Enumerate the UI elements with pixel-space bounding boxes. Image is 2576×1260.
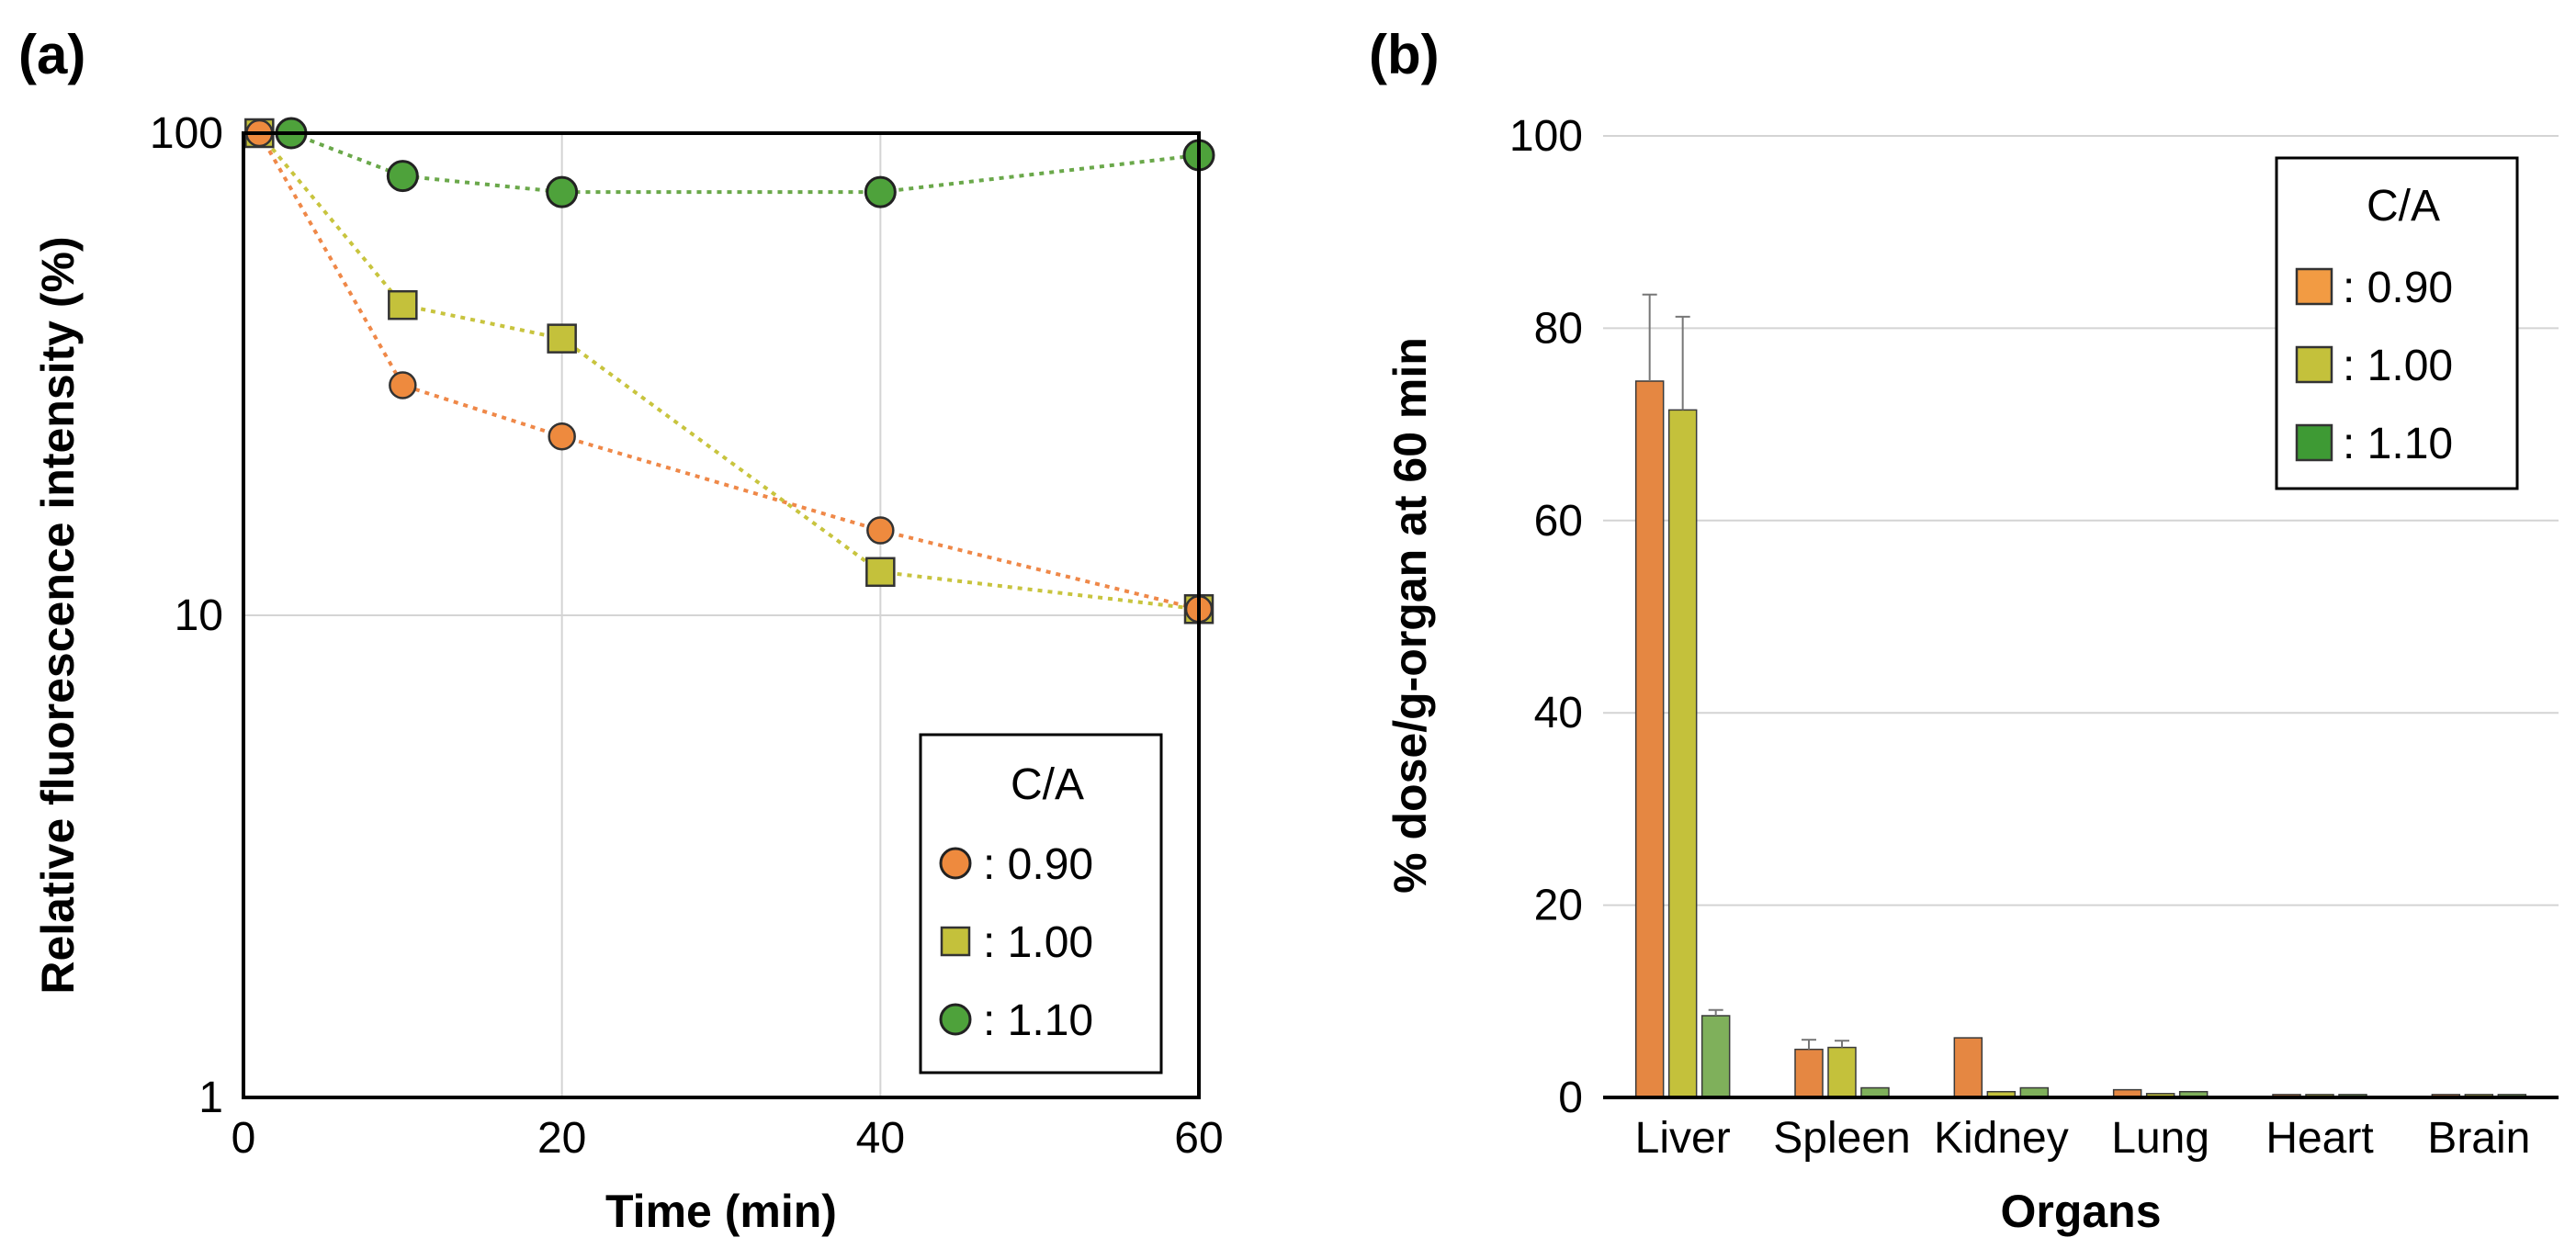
panel-b-legend-swatch-1.00 (2295, 345, 2333, 384)
panel-a-gridlines (243, 133, 1199, 1097)
panel-b-category-brain: Brain (2427, 1114, 2530, 1163)
panel-a-chart: (a) 1 10 100 0 20 40 60 Time (min) Relative f… (18, 24, 1224, 1237)
panel-b-category-liver: Liver (1635, 1114, 1731, 1163)
panel-a-x-tick-labels: 0 20 40 60 (232, 1114, 1224, 1163)
panel-b-category-spleen: Spleen (1773, 1114, 1910, 1163)
panel-a-point-1.10-1 (386, 160, 419, 193)
panel-b-bar-kidney-0.90 (1953, 1037, 1983, 1098)
panel-a-legend-label-0.90: : 0.90 (983, 840, 1093, 889)
panel-a-legend-label-1.00: : 1.00 (983, 918, 1093, 967)
panel-a-point-1.00-3 (865, 557, 896, 588)
panel-b-bars (1634, 380, 2527, 1098)
panel-b-legend-label-1.00: : 1.00 (2343, 342, 2453, 390)
panel-b-y-tick-100: 100 (1509, 112, 1583, 161)
panel-a-plot-frame (242, 131, 1201, 1099)
panel-a-legend-marker-1.10 (939, 1003, 972, 1036)
panel-b-y-tick-20: 20 (1534, 882, 1583, 930)
panel-a-label: (a) (18, 24, 85, 85)
panel-a-x-tick-60: 60 (1174, 1114, 1223, 1163)
panel-b-x-axis-title: Organs (2000, 1186, 2161, 1237)
panel-a-y-tick-1: 1 (198, 1074, 223, 1122)
panel-a-line-series-0.90 (257, 132, 1200, 612)
panel-b-y-tick-40: 40 (1534, 689, 1583, 737)
panel-a-x-tick-20: 20 (537, 1114, 586, 1163)
panel-a-point-0.90-1 (389, 371, 417, 399)
panel-a-point-0.90-3 (866, 516, 895, 545)
panel-a-legend-label-1.10: : 1.10 (983, 996, 1093, 1045)
panel-b-legend-label-0.90: : 0.90 (2343, 264, 2453, 312)
panel-a-point-1.00-2 (547, 323, 577, 354)
panel-b-legend-label-1.10: : 1.10 (2343, 420, 2453, 468)
panel-a-legend: C/A : 0.90 : 1.00 : 1.10 (919, 733, 1163, 1074)
panel-a-series-lines (257, 131, 1200, 612)
panel-b-y-tick-60: 60 (1534, 497, 1583, 546)
panel-b-chart: (b) 0 20 40 60 80 100 Liver Spleen Kidney Lung He… (1369, 24, 2559, 1237)
panel-a-y-axis-title: Relative fluorescence intensity (%) (32, 236, 84, 994)
panel-a-point-1.10-3 (864, 175, 897, 208)
panel-a-legend-marker-1.00 (940, 926, 971, 957)
panel-b-y-axis-title: % dose/g-organ at 60 min (1384, 337, 1436, 894)
panel-a-point-0.90-2 (548, 422, 576, 451)
panel-a-x-tick-40: 40 (856, 1114, 905, 1163)
panel-b-bar-liver-1.10 (1700, 1015, 1731, 1098)
panel-b-category-kidney: Kidney (1934, 1114, 2069, 1163)
panel-b-bar-spleen-1.00 (1827, 1046, 1857, 1098)
panel-b-bar-liver-0.90 (1634, 380, 1665, 1098)
panel-b-category-heart: Heart (2265, 1114, 2373, 1163)
panel-b-y-tick-0: 0 (1558, 1074, 1583, 1122)
panel-a-line-series-1.10 (290, 131, 1200, 195)
panel-b-y-tick-80: 80 (1534, 304, 1583, 353)
panel-b-legend-title: C/A (2367, 182, 2440, 231)
panel-b-legend-swatch-1.10 (2295, 423, 2333, 462)
panel-a-legend-title: C/A (1011, 760, 1084, 809)
panel-b-label: (b) (1369, 24, 1440, 85)
panel-b-legend: C/A : 0.90 : 1.00 : 1.10 (2275, 156, 2519, 490)
panel-a-legend-marker-0.90 (939, 847, 972, 880)
panel-a-point-1.00-1 (388, 289, 418, 321)
panel-a-line-series-1.00 (257, 131, 1200, 612)
panel-a-x-axis-title: Time (min) (605, 1186, 837, 1237)
panel-a-y-tick-10: 10 (175, 591, 223, 640)
panel-b-category-labels: Liver Spleen Kidney Lung Heart Brain (1635, 1114, 2531, 1163)
panel-b-bar-liver-1.00 (1667, 409, 1698, 1098)
panel-a-y-tick-labels: 1 10 100 (150, 109, 223, 1122)
panel-b-bar-spleen-0.90 (1794, 1048, 1824, 1098)
panel-b-legend-swatch-0.90 (2295, 267, 2333, 306)
panel-a-x-tick-0: 0 (232, 1114, 256, 1163)
panel-b-y-tick-labels: 0 20 40 60 80 100 (1509, 112, 1583, 1122)
panel-b-error-bars (1642, 293, 1849, 1050)
panel-a-y-tick-100: 100 (150, 109, 223, 158)
panel-a-point-1.10-2 (546, 175, 579, 208)
panel-b-category-lung: Lung (2111, 1114, 2209, 1163)
panel-a-data-points (244, 117, 1215, 624)
